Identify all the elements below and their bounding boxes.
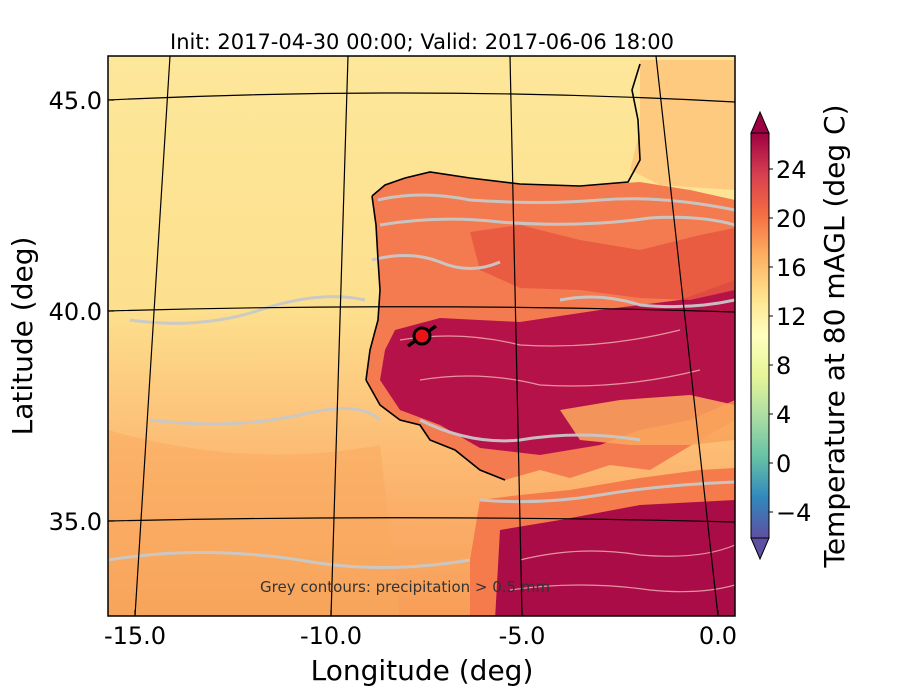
sea-warm-band xyxy=(108,430,400,616)
colorbar-body xyxy=(750,132,770,539)
warm-patch xyxy=(560,395,735,445)
parallel-45 xyxy=(108,92,735,103)
station-marker xyxy=(406,324,438,348)
map-frame xyxy=(107,55,736,617)
coastline xyxy=(365,63,641,481)
colorbar-tick-label: 24 xyxy=(776,156,807,184)
x-axis-label: Longitude (deg) xyxy=(311,654,534,687)
africa-hot xyxy=(495,500,735,616)
x-tick-label: -5.0 xyxy=(499,622,546,650)
colorbar-tick-label: −4 xyxy=(776,499,811,527)
x-tick-label: -15.0 xyxy=(104,622,166,650)
colorbar-tick-label: 20 xyxy=(776,205,807,233)
colorbar-tick-label: 12 xyxy=(776,303,807,331)
y-tick-label: 40.0 xyxy=(49,298,102,326)
meridian-m10 xyxy=(330,56,349,616)
precip-contours xyxy=(108,193,735,569)
colorbar-tick-label: 8 xyxy=(776,352,791,380)
colorbar-tick-label: 0 xyxy=(776,450,791,478)
temperature-contours xyxy=(399,329,735,593)
meridian-m15 xyxy=(134,56,171,616)
x-tick-label: -10.0 xyxy=(300,622,362,650)
hot-east xyxy=(470,225,735,300)
colorbar-extend-max xyxy=(750,110,770,134)
meridian-m5 xyxy=(509,56,523,616)
y-tick-label: 45.0 xyxy=(49,87,102,115)
meridian-0 xyxy=(655,56,719,616)
colorbar-tick-label: 16 xyxy=(776,254,807,282)
colorbar: 24 20 16 12 8 4 0 −4 Temperature at 80 m… xyxy=(750,104,851,569)
y-tick-label: 35.0 xyxy=(49,508,102,536)
y-axis-label: Latitude (deg) xyxy=(6,237,39,436)
colorbar-label: Temperature at 80 mAGL (deg C) xyxy=(818,104,851,568)
y-axis-ticks xyxy=(108,99,114,522)
colorbar-ticks xyxy=(769,168,773,513)
station-marker-dot xyxy=(412,326,432,346)
colorbar-tick-label: 4 xyxy=(776,401,791,429)
parallel-35 xyxy=(108,517,735,523)
parallel-40 xyxy=(108,306,735,313)
biscay-sea xyxy=(630,60,735,190)
x-axis-ticks xyxy=(134,610,719,616)
precip-annotation: Grey contours: precipitation > 0.5 mm xyxy=(260,578,550,596)
x-tick-label: 0.0 xyxy=(699,622,737,650)
colorbar-extend-min xyxy=(750,537,770,561)
map-panel: Grey contours: precipitation > 0.5 mm xyxy=(108,56,735,616)
map-title: Init: 2017-04-30 00:00; Valid: 2017-06-0… xyxy=(170,30,674,54)
graticule xyxy=(108,56,735,616)
